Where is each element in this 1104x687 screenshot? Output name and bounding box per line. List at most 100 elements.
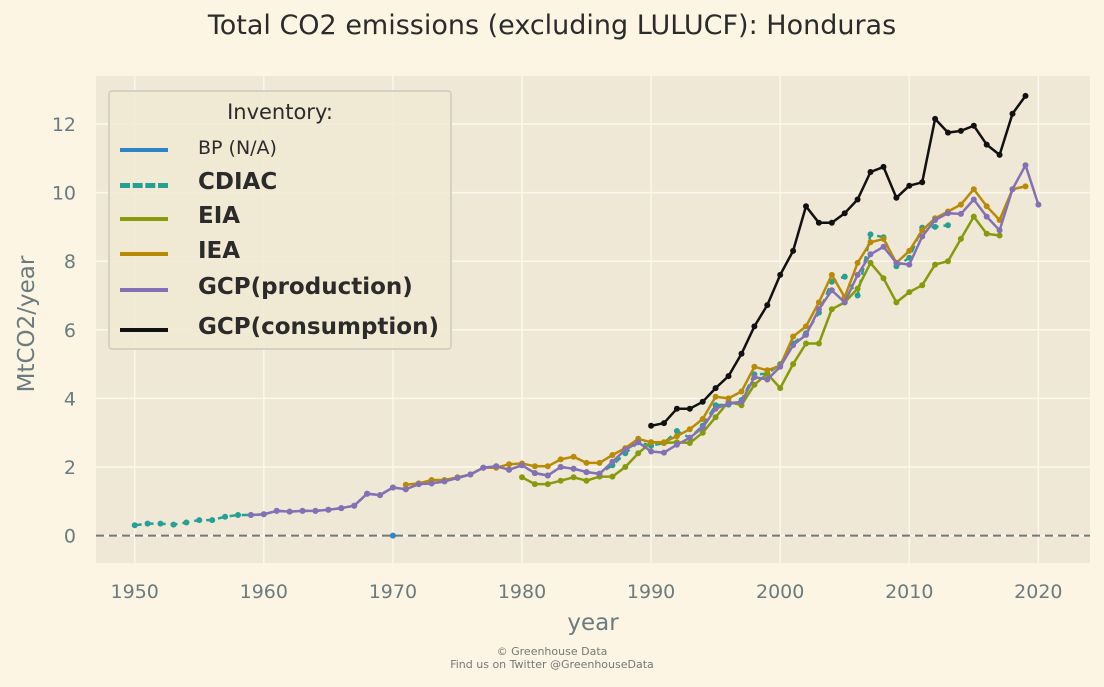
gcp-production-point (970, 196, 977, 203)
iea-point (1022, 183, 1029, 190)
gcp-production-point (557, 464, 564, 470)
gcp-production-point (428, 480, 435, 487)
x-tick-label: 2020 (1014, 581, 1062, 603)
cdiac-point (209, 517, 216, 524)
gcp-production-point (738, 398, 745, 405)
gcp-production-point (867, 251, 874, 258)
x-tick-label: 1970 (369, 581, 417, 603)
gcp-production-point (312, 507, 319, 514)
gcp-consumption-point (648, 422, 655, 429)
gcp-consumption-point (686, 405, 693, 412)
gcp-production-point (273, 507, 280, 514)
gcp-production-point (699, 424, 706, 431)
gcp-production-point (247, 512, 254, 518)
gcp-production-point (880, 243, 887, 250)
gcp-production-point (661, 449, 667, 456)
gcp-production-point (467, 471, 474, 478)
gcp-production-point (402, 486, 409, 493)
legend-entry: GCP(consumption) (120, 314, 450, 344)
chart-title: Total CO2 emissions (excluding LULUCF): … (207, 10, 897, 41)
legend-swatch (120, 148, 168, 152)
iea-point (880, 235, 887, 242)
gcp-consumption-point (945, 129, 951, 136)
legend-entry: BP (N/A) (120, 134, 450, 164)
iea-point (828, 271, 835, 278)
gcp-production-point (506, 466, 513, 473)
iea-point (596, 459, 603, 466)
eia-point (583, 477, 590, 484)
y-tick-label: 2 (64, 457, 76, 479)
gcp-production-point (260, 511, 267, 518)
eia-point (932, 261, 939, 268)
eia-point (622, 464, 629, 470)
eia-point (854, 285, 861, 292)
eia-point (751, 381, 758, 388)
legend-label: EIA (198, 203, 241, 229)
eia-point (519, 474, 525, 481)
gcp-production-point (790, 342, 797, 349)
eia-point (906, 289, 913, 296)
iea-point (867, 239, 874, 246)
gcp-consumption-point (957, 127, 964, 134)
iea-point (661, 439, 667, 446)
gcp-consumption-point (970, 122, 977, 129)
iea-point (803, 323, 809, 330)
gcp-consumption-point (661, 420, 667, 427)
series-gcp-production (247, 162, 1042, 518)
gcp-production-point (996, 227, 1003, 234)
gcp-consumption-point (738, 350, 745, 357)
iea-point (790, 333, 797, 340)
iea-point (957, 201, 964, 208)
gcp-production-point (764, 376, 771, 383)
eia-point (635, 450, 642, 457)
gcp-production-point (932, 217, 939, 223)
iea-point (970, 186, 977, 193)
gcp-production-point (441, 478, 448, 485)
legend-title: Inventory: (227, 100, 333, 124)
cdiac-point (867, 231, 874, 238)
gcp-production-point (815, 306, 822, 313)
footer-copyright: © Greenhouse Data (496, 645, 608, 658)
y-tick-label: 0 (64, 526, 76, 548)
gcp-production-point (893, 259, 900, 266)
eia-point (699, 429, 706, 436)
eia-point (996, 232, 1003, 239)
y-tick-label: 6 (64, 320, 76, 342)
cdiac-point (144, 520, 151, 527)
gcp-consumption-point (1022, 92, 1029, 99)
cdiac-point (932, 223, 939, 230)
legend-label: IEA (198, 238, 241, 264)
gcp-consumption-point (815, 219, 822, 226)
gcp-production-point (751, 374, 758, 381)
eia-point (609, 473, 616, 480)
legend-label: GCP(production) (198, 274, 413, 300)
gcp-production-point (919, 233, 926, 240)
footer: © Greenhouse Data Find us on Twitter @Gr… (0, 645, 1104, 671)
gcp-production-point (945, 210, 951, 217)
iea-point (751, 363, 758, 370)
gcp-production-point (983, 213, 990, 220)
cdiac-point (196, 517, 203, 524)
gcp-consumption-point (880, 163, 887, 170)
y-tick-label: 12 (52, 114, 76, 136)
eia-point (919, 282, 926, 289)
eia-point (893, 299, 900, 306)
gcp-consumption-point (919, 179, 926, 186)
gcp-consumption-point (841, 210, 848, 217)
gcp-consumption-point (1009, 110, 1016, 117)
iea-point (506, 461, 513, 468)
legend-entry: CDIAC (120, 169, 450, 199)
iea-point (712, 393, 719, 400)
gcp-production-point (777, 363, 784, 370)
x-axis-label: year (567, 610, 619, 636)
eia-point (983, 230, 990, 237)
eia-point (777, 385, 784, 392)
gcp-production-point (596, 470, 603, 477)
iea-point (906, 247, 913, 254)
cdiac-point (854, 292, 861, 299)
cdiac-point (945, 222, 951, 229)
gcp-production-point (957, 210, 964, 217)
cdiac-point (183, 519, 190, 526)
eia-point (970, 213, 977, 220)
legend-label: GCP(consumption) (198, 314, 439, 340)
